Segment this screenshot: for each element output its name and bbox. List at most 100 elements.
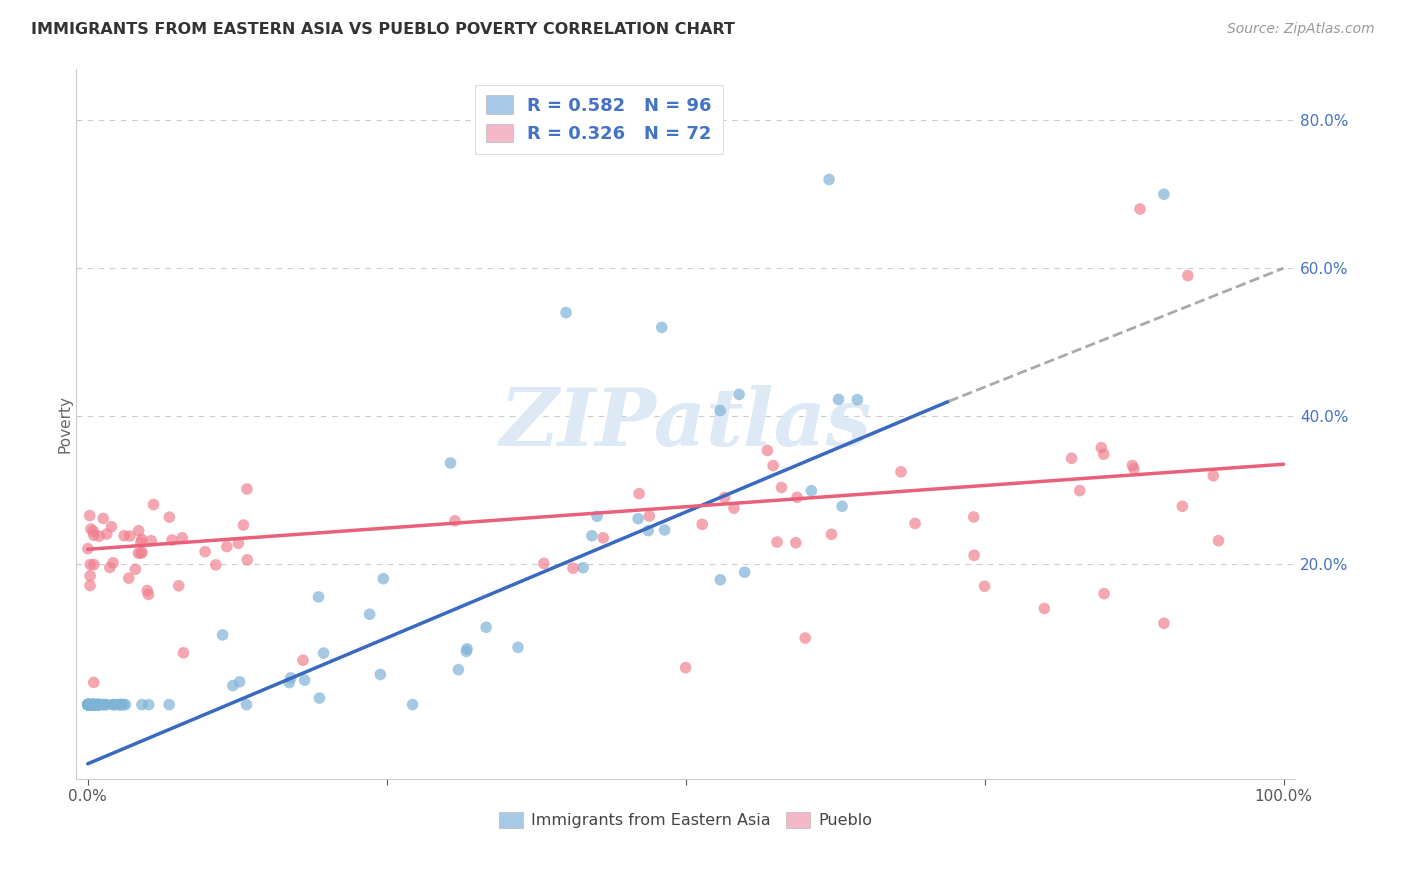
Point: [628, 486, 651, 500]
Point: [690, 517, 713, 532]
Point: [785, 535, 807, 549]
Point: [506, 640, 529, 655]
Point: [1092, 447, 1115, 461]
Point: [475, 620, 498, 634]
Point: [627, 512, 650, 526]
Point: [93, 698, 115, 712]
Point: [1092, 587, 1115, 601]
Point: [76, 698, 98, 712]
Point: [89, 529, 111, 543]
Point: [373, 572, 395, 586]
Point: [83, 698, 105, 712]
Point: [167, 579, 190, 593]
Point: [89, 698, 111, 712]
Point: [222, 679, 245, 693]
Point: [86, 698, 108, 712]
Point: [79, 698, 101, 712]
Point: [228, 674, 250, 689]
Point: [131, 698, 153, 712]
Point: [890, 465, 912, 479]
Point: [138, 698, 160, 712]
Point: [1153, 187, 1175, 202]
Point: [973, 579, 995, 593]
Point: [107, 698, 129, 712]
Point: [79, 568, 101, 582]
Point: [118, 571, 141, 585]
Point: [87, 698, 110, 712]
Point: [93, 698, 115, 712]
Point: [235, 698, 257, 712]
Point: [100, 520, 122, 534]
Point: [110, 698, 132, 712]
Point: [127, 546, 149, 560]
Point: [98, 560, 121, 574]
Point: [76, 541, 98, 556]
Point: [76, 698, 98, 712]
Point: [83, 558, 105, 572]
Point: [110, 698, 132, 712]
Point: [77, 698, 100, 712]
Point: [1090, 441, 1112, 455]
Point: [128, 524, 150, 538]
Point: [83, 698, 105, 712]
Point: [131, 533, 153, 547]
Point: [76, 698, 98, 712]
Point: [77, 698, 100, 712]
Point: [118, 529, 141, 543]
Point: [963, 549, 986, 563]
Point: [770, 480, 793, 494]
Point: [141, 533, 163, 548]
Point: [447, 663, 470, 677]
Point: [77, 698, 100, 712]
Point: [586, 509, 609, 524]
Point: [82, 698, 104, 712]
Point: [77, 698, 100, 712]
Point: [87, 698, 110, 712]
Point: [82, 698, 104, 712]
Point: [675, 660, 697, 674]
Point: [1153, 616, 1175, 631]
Point: [82, 698, 104, 712]
Point: [456, 641, 478, 656]
Point: [79, 508, 101, 523]
Point: [172, 531, 194, 545]
Point: [194, 544, 217, 558]
Point: [112, 529, 135, 543]
Point: [79, 558, 101, 572]
Point: [654, 523, 676, 537]
Point: [91, 511, 114, 525]
Point: [103, 698, 125, 712]
Point: [637, 524, 659, 538]
Text: ZIPatlas: ZIPatlas: [499, 384, 872, 462]
Point: [562, 561, 585, 575]
Point: [278, 675, 301, 690]
Point: [312, 646, 335, 660]
Point: [96, 527, 118, 541]
Point: [1060, 451, 1083, 466]
Point: [90, 698, 112, 712]
Point: [359, 607, 381, 622]
Point: [581, 529, 603, 543]
Point: [79, 698, 101, 712]
Point: [592, 531, 614, 545]
Point: [79, 698, 101, 712]
Point: [77, 698, 100, 712]
Point: [439, 456, 461, 470]
Point: [1202, 468, 1225, 483]
Point: [963, 510, 986, 524]
Point: [831, 500, 853, 514]
Point: [713, 491, 735, 505]
Point: [1177, 268, 1199, 283]
Point: [904, 516, 927, 531]
Point: [651, 320, 673, 334]
Point: [112, 698, 135, 712]
Point: [444, 514, 467, 528]
Point: [77, 698, 100, 712]
Point: [1208, 533, 1230, 548]
Y-axis label: Poverty: Poverty: [58, 394, 72, 452]
Point: [572, 560, 595, 574]
Point: [172, 646, 194, 660]
Point: [77, 698, 100, 712]
Point: [80, 698, 103, 712]
Point: [104, 698, 127, 712]
